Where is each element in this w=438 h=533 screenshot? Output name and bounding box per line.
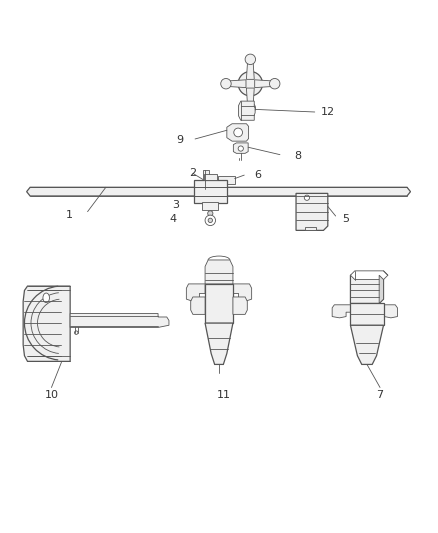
Text: 8: 8 — [294, 150, 301, 160]
Text: 1: 1 — [65, 210, 72, 220]
Polygon shape — [384, 305, 397, 318]
Polygon shape — [296, 193, 328, 230]
Text: 5: 5 — [342, 214, 349, 224]
Circle shape — [238, 71, 262, 96]
Polygon shape — [239, 101, 255, 120]
Text: 3: 3 — [172, 200, 179, 209]
Circle shape — [269, 78, 280, 89]
Bar — [204, 174, 217, 180]
Polygon shape — [233, 297, 247, 314]
Polygon shape — [247, 88, 254, 107]
Ellipse shape — [43, 293, 49, 303]
Circle shape — [234, 128, 243, 137]
Bar — [218, 175, 235, 184]
Circle shape — [238, 146, 244, 151]
Text: 2: 2 — [189, 168, 197, 179]
Text: 6: 6 — [254, 170, 261, 180]
Circle shape — [74, 331, 78, 334]
Circle shape — [304, 195, 310, 200]
Bar — [202, 202, 218, 210]
Circle shape — [221, 78, 231, 89]
Circle shape — [208, 211, 213, 216]
Circle shape — [245, 103, 255, 114]
Text: 11: 11 — [216, 390, 230, 400]
Polygon shape — [350, 325, 384, 365]
Polygon shape — [350, 275, 384, 303]
Polygon shape — [227, 124, 249, 141]
Polygon shape — [186, 284, 205, 301]
Polygon shape — [228, 80, 246, 87]
Polygon shape — [205, 323, 233, 365]
Polygon shape — [350, 271, 388, 279]
Polygon shape — [247, 61, 254, 79]
Polygon shape — [23, 286, 70, 361]
Text: 12: 12 — [321, 107, 335, 117]
Text: 9: 9 — [176, 135, 184, 146]
Polygon shape — [332, 305, 350, 318]
Text: 7: 7 — [377, 390, 384, 400]
Polygon shape — [233, 284, 252, 301]
Polygon shape — [205, 260, 233, 284]
Polygon shape — [70, 313, 169, 327]
Polygon shape — [233, 143, 248, 154]
Bar — [194, 180, 227, 203]
Bar — [205, 284, 233, 323]
Circle shape — [245, 54, 255, 64]
Text: 10: 10 — [44, 390, 58, 400]
Polygon shape — [27, 187, 410, 196]
Bar — [305, 227, 316, 230]
Circle shape — [208, 218, 212, 223]
Bar — [203, 170, 209, 189]
Polygon shape — [254, 80, 273, 87]
Polygon shape — [191, 297, 205, 314]
Text: 4: 4 — [170, 214, 177, 224]
Polygon shape — [379, 275, 384, 303]
Circle shape — [205, 215, 215, 225]
Bar — [350, 303, 384, 325]
